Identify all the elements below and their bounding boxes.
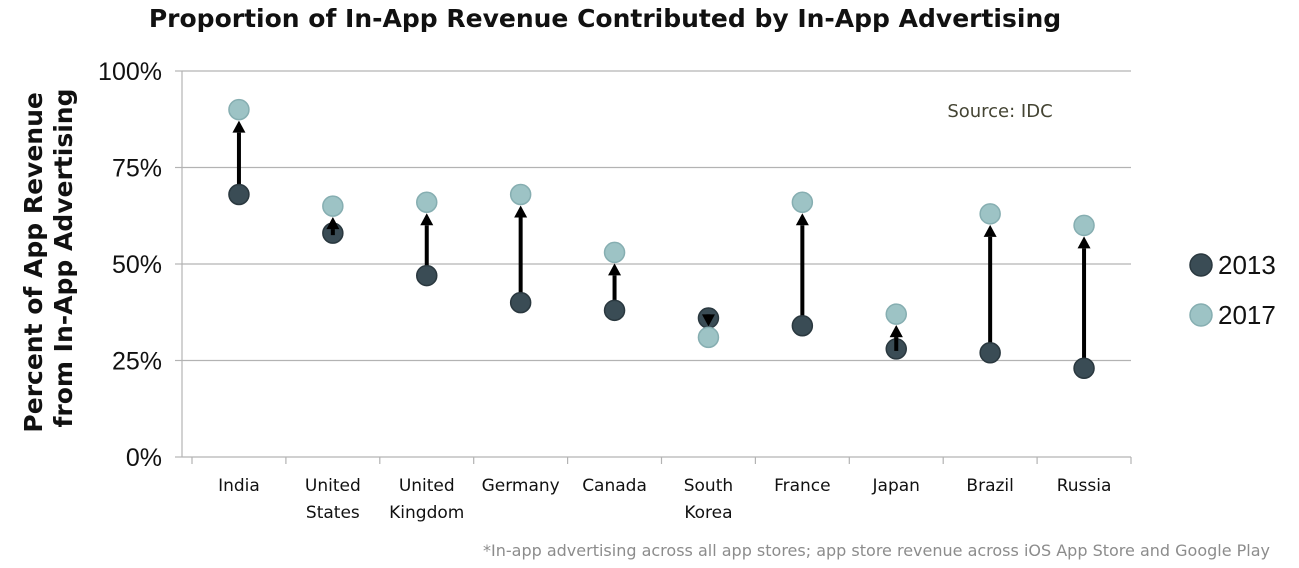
change-arrow-head (326, 217, 340, 230)
point-2013 (791, 315, 814, 337)
change-arrow-head (795, 213, 809, 226)
x-tick-label-line: Kingdom (389, 503, 464, 523)
x-tick-label-line: United (399, 476, 455, 496)
point-2017 (228, 98, 250, 121)
x-tick-label: United States (305, 476, 361, 523)
change-arrow-head (983, 224, 997, 237)
x-tick-label-line: Japan (872, 476, 920, 496)
change-arrow-head (420, 213, 434, 226)
legend-marker-2013 (1189, 253, 1213, 277)
change-arrow-head (701, 314, 715, 327)
point-2013 (416, 264, 438, 287)
change-arrow-head (232, 120, 246, 133)
point-2013 (979, 342, 1001, 364)
x-tick-label-line: United (305, 476, 361, 496)
x-tick-label-line: Brazil (966, 476, 1013, 496)
legend: 2013 2017 (1189, 250, 1276, 330)
x-tick-label-line: Russia (1057, 476, 1112, 496)
y-tick-label: 0% (126, 444, 162, 472)
x-tick-label: Germany (482, 476, 560, 496)
x-tick-label-line: France (774, 476, 831, 496)
point-2017 (791, 191, 814, 213)
x-tick-label: France (774, 476, 831, 496)
x-tick-label-line: Germany (482, 476, 560, 496)
change-arrow-head (1077, 236, 1091, 249)
point-2017 (509, 183, 532, 206)
y-tick-label: 25% (112, 348, 162, 376)
point-2017 (885, 303, 907, 325)
point-2017 (322, 195, 344, 217)
x-tick-label-line: Canada (582, 476, 647, 496)
point-2013 (228, 183, 250, 206)
point-2017 (1073, 214, 1095, 237)
x-tick-label: South Korea (684, 476, 733, 523)
y-tick-label: 75% (112, 155, 162, 183)
point-2017 (979, 203, 1001, 225)
x-axis-ticks: India United States United Kingdom Germany Can… (218, 476, 1111, 523)
x-tick-label: Russia (1057, 476, 1112, 496)
point-2013 (603, 299, 626, 322)
point-2017 (416, 191, 438, 213)
x-tick-label: India (218, 476, 260, 496)
y-axis-label: Percent of App Revenue from In-App Adver… (19, 83, 78, 432)
y-axis-label-line-1: Percent of App Revenue (19, 92, 48, 432)
x-tick-label-line: Korea (684, 503, 732, 523)
x-tick-label: United Kingdom (389, 476, 464, 523)
point-2017 (603, 241, 626, 264)
gridlines (175, 70, 1132, 464)
point-2017 (697, 326, 720, 349)
y-tick-label: 100% (98, 58, 162, 86)
change-arrows (232, 120, 1091, 369)
y-axis-ticks: 0% 25% 50% 75% 100% (98, 58, 162, 472)
x-tick-label: Brazil (966, 476, 1013, 496)
source-annotation: Source: IDC (947, 101, 1052, 122)
legend-label-2017: 2017 (1218, 300, 1276, 330)
x-tick-label-line: States (306, 503, 360, 523)
point-2013 (509, 291, 532, 314)
x-tick-label-line: India (218, 476, 260, 496)
x-tick-label: Canada (582, 476, 647, 496)
footnote: *In-app advertising across all app store… (483, 541, 1270, 560)
change-arrow-head (889, 325, 903, 338)
point-2013 (1073, 357, 1095, 379)
legend-marker-2017 (1189, 303, 1213, 327)
data-points (228, 98, 1095, 379)
y-axis-label-line-2: from In-App Advertising (49, 89, 78, 428)
change-arrow-head (514, 205, 528, 218)
x-tick-label-line: South (684, 476, 733, 496)
legend-label-2013: 2013 (1218, 250, 1276, 280)
x-tick-label: Japan (872, 476, 920, 496)
y-tick-label: 50% (112, 251, 162, 279)
change-arrow-head (608, 263, 622, 276)
chart-title: Proportion of In-App Revenue Contributed… (149, 4, 1061, 33)
